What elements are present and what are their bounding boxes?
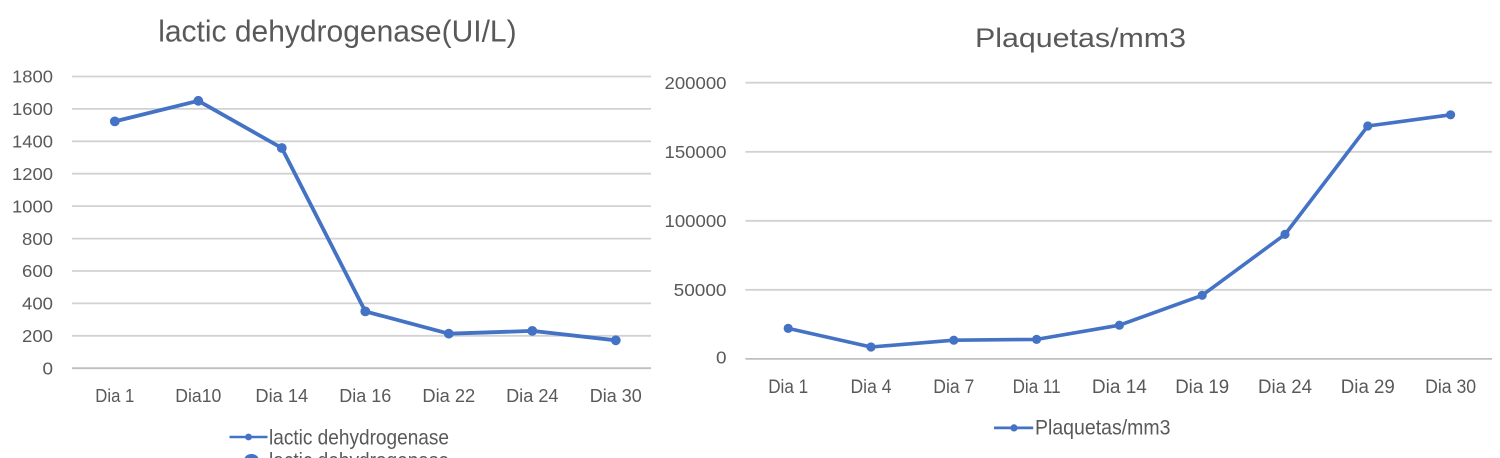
svg-text:lactic dehydrogenase(UI/L): lactic dehydrogenase(UI/L) [158,14,516,49]
svg-text:lactic dehydrogenase: lactic dehydrogenase [269,426,449,449]
svg-text:150000: 150000 [665,142,727,162]
svg-text:Dia 1: Dia 1 [95,385,134,406]
svg-text:Dia 4: Dia 4 [851,377,892,398]
svg-text:lactic dehydrogenase: lactic dehydrogenase [269,450,449,458]
svg-text:0: 0 [43,358,54,378]
svg-text:800: 800 [22,229,53,249]
svg-text:Dia 24: Dia 24 [506,385,558,406]
svg-text:Dia 1: Dia 1 [768,377,808,398]
svg-text:Dia10: Dia10 [175,385,221,406]
svg-text:50000: 50000 [674,280,727,300]
svg-text:Plaquetas/mm3: Plaquetas/mm3 [975,23,1186,53]
svg-text:Plaquetas/mm3: Plaquetas/mm3 [1035,416,1171,439]
svg-text:1600: 1600 [12,99,53,119]
svg-text:200000: 200000 [665,73,727,93]
svg-text:Dia 24: Dia 24 [1258,377,1312,398]
svg-text:0: 0 [716,348,727,368]
svg-text:Dia 16: Dia 16 [339,385,391,406]
svg-text:Dia 11: Dia 11 [1013,377,1061,398]
svg-text:Dia 30: Dia 30 [1425,377,1476,398]
svg-text:Dia 29: Dia 29 [1341,377,1395,398]
svg-text:Dia 14: Dia 14 [255,385,308,406]
svg-text:Dia 30: Dia 30 [590,385,642,406]
svg-text:Dia 7: Dia 7 [933,377,974,398]
svg-text:1000: 1000 [12,196,53,216]
svg-text:Dia 22: Dia 22 [422,385,475,406]
svg-text:1400: 1400 [12,132,53,152]
svg-text:600: 600 [22,261,53,281]
svg-text:200: 200 [22,326,53,346]
svg-text:1800: 1800 [12,67,53,87]
svg-text:400: 400 [22,294,53,314]
svg-text:1200: 1200 [12,164,53,184]
svg-text:100000: 100000 [665,211,727,231]
svg-text:Dia 19: Dia 19 [1175,377,1229,398]
svg-text:Dia 14: Dia 14 [1092,377,1147,398]
